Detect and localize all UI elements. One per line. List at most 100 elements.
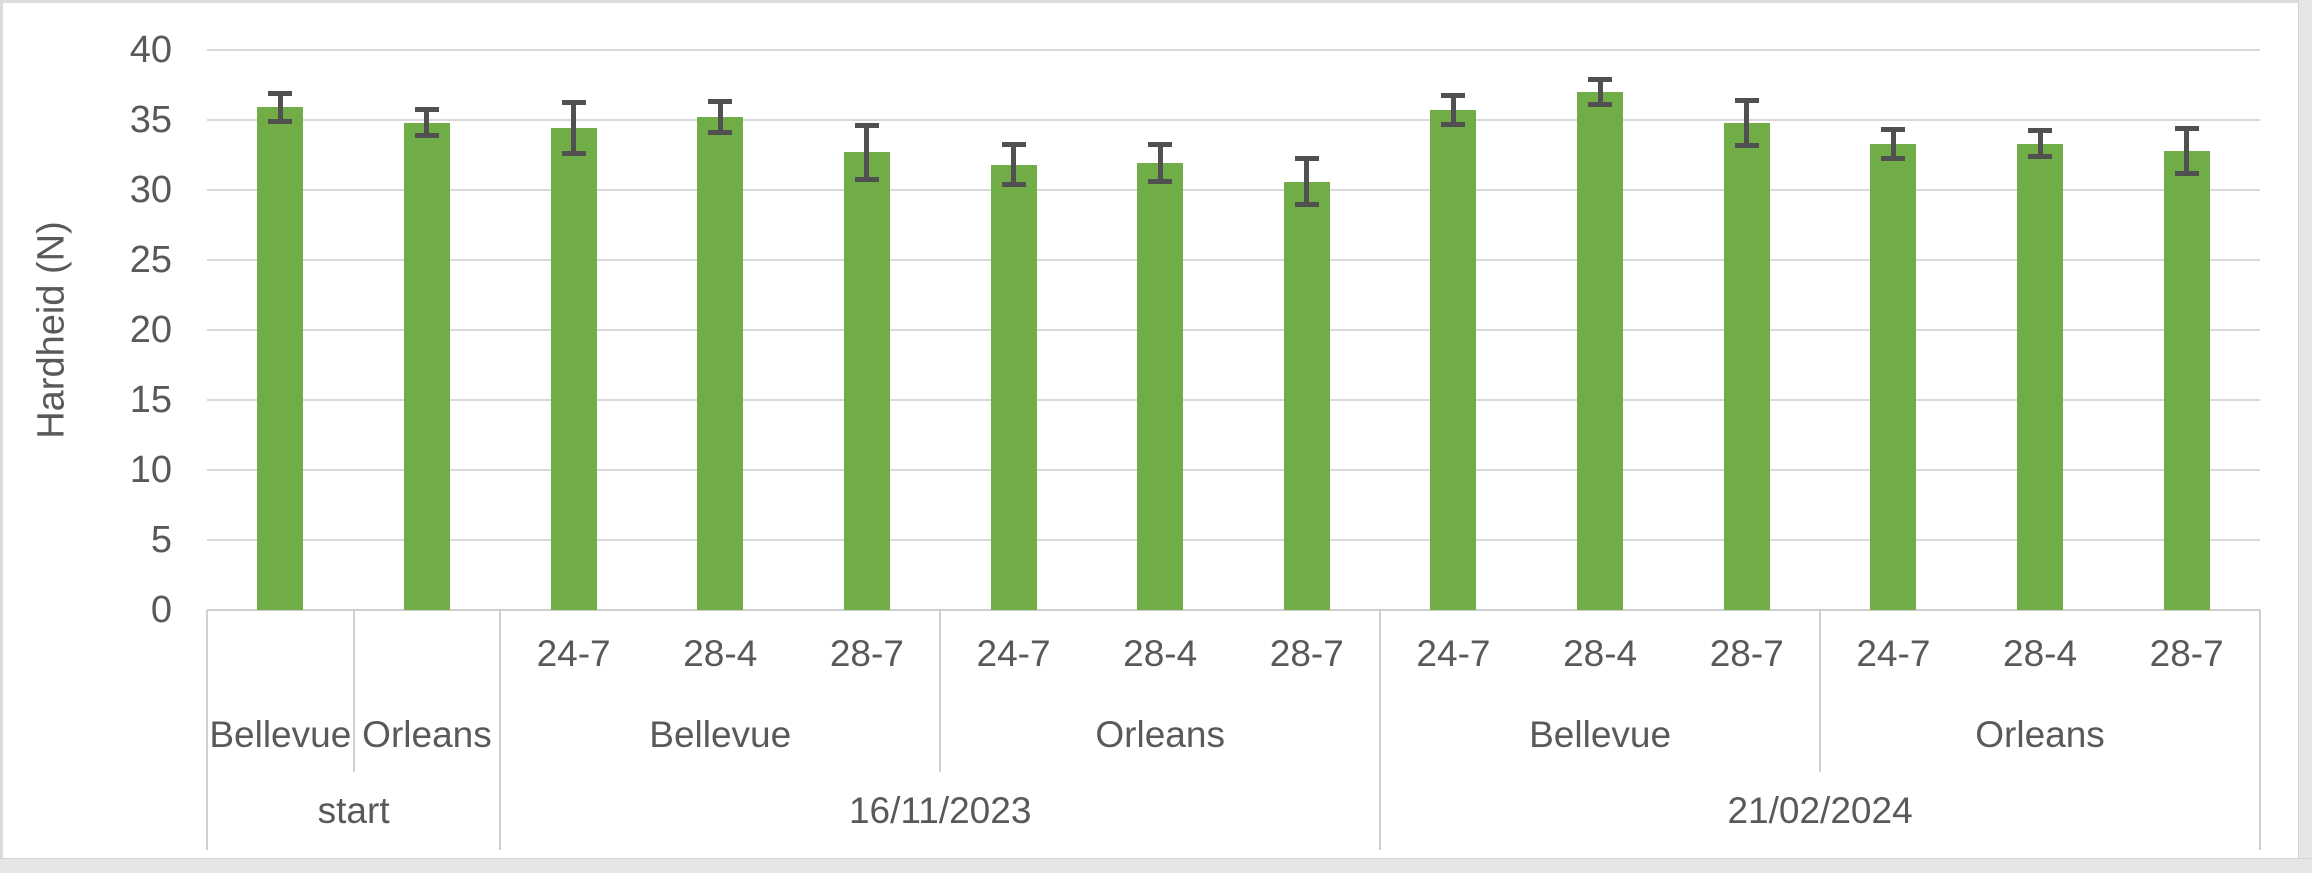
error-bar-cap-bottom [561, 151, 586, 157]
error-bar-cap-bottom [1001, 182, 1026, 188]
bar-7[interactable] [1137, 163, 1184, 610]
frame-border-right [2298, 0, 2312, 873]
x-label-date-3: 21/02/2024 [1727, 790, 1913, 831]
y-tick-label-20: 20 [129, 309, 172, 351]
error-bar-cap-top [1881, 127, 1906, 132]
error-bar-cap-bottom [268, 119, 293, 125]
separator-full-14 [2259, 610, 2261, 850]
bar-14[interactable] [2163, 150, 2210, 610]
x-label-variety-5: Bellevue [1529, 713, 1672, 755]
bar-4[interactable] [697, 117, 744, 610]
bar-8[interactable] [1283, 181, 1330, 610]
error-bar-cap-top [2028, 128, 2053, 134]
x-label-variety-6: Orleans [1975, 713, 2105, 755]
error-bar-stem [1744, 97, 1750, 148]
x-label-variety-1: Bellevue [209, 713, 352, 755]
error-bar-cap-top [708, 99, 733, 104]
chart-surface[interactable]: Hardheid (N) 0 5 10 15 20 25 30 35 40 24-7 28-4 28-… [0, 0, 2298, 858]
separator-full-8 [1379, 610, 1382, 850]
x-label-variety-2: Orleans [362, 713, 492, 755]
error-bar-5 [854, 122, 879, 182]
x-label-treatment-9: 24-7 [1416, 632, 1491, 674]
bar-2[interactable] [403, 122, 450, 610]
x-label-treatment-13: 28-4 [2003, 632, 2078, 674]
bar-13[interactable] [2017, 143, 2064, 610]
x-label-treatment-10: 28-4 [1563, 632, 1638, 674]
x-label-treatment-8: 28-7 [1269, 632, 1344, 674]
error-bar-8 [1294, 156, 1319, 207]
frame-border-top [0, 0, 2312, 3]
error-bar-stem [424, 107, 430, 139]
bar-12[interactable] [1870, 143, 1917, 610]
separator-mid-11 [1819, 610, 1822, 772]
gridline-15 [207, 399, 2260, 401]
y-tick-label-30: 30 [129, 169, 172, 211]
separator-mid-5 [939, 610, 942, 772]
error-bar-cap-top [1001, 142, 1026, 148]
separator-full-2 [499, 610, 502, 850]
bar-10[interactable] [1577, 92, 1624, 610]
error-bar-stem [1597, 76, 1603, 108]
x-axis-line [207, 609, 2260, 611]
error-bar-cap-top [1148, 142, 1173, 148]
error-bar-6 [1001, 142, 1026, 188]
gridline-30 [207, 189, 2260, 191]
bar-3[interactable] [550, 128, 597, 610]
error-bar-cap-bottom [414, 133, 439, 139]
error-bar-stem [1157, 142, 1163, 185]
error-bar-stem [1450, 93, 1456, 127]
x-label-date-1: start [317, 790, 390, 831]
error-bar-cap-bottom [1734, 142, 1759, 148]
gridline-40 [207, 49, 2260, 51]
error-bar-stem [717, 99, 723, 136]
separator-full-0 [206, 610, 208, 850]
error-bar-2 [414, 107, 439, 139]
y-tick-label-5: 5 [150, 519, 172, 561]
bar-9[interactable] [1430, 110, 1477, 610]
error-bar-13 [2028, 128, 2053, 160]
bar-11[interactable] [1723, 122, 1770, 610]
bar-6[interactable] [990, 164, 1037, 610]
error-bar-stem [1890, 127, 1896, 161]
x-label-treatment-5: 28-7 [829, 632, 904, 674]
x-label-treatment-3: 24-7 [536, 632, 611, 674]
error-bar-cap-top [561, 100, 586, 106]
x-label-variety-4: Orleans [1095, 713, 1225, 755]
error-bar-7 [1148, 142, 1173, 185]
frame-border-left [0, 0, 3, 858]
error-bar-9 [1441, 93, 1466, 127]
error-bar-stem [864, 122, 870, 182]
error-bar-1 [268, 90, 293, 125]
error-bar-stem [2184, 125, 2190, 176]
x-label-treatment-7: 28-4 [1123, 632, 1198, 674]
error-bar-stem [1011, 142, 1017, 188]
error-bar-cap-top [268, 90, 293, 96]
gridline-20 [207, 329, 2260, 331]
error-bar-11 [1734, 97, 1759, 148]
y-tick-label-0: 0 [150, 589, 172, 631]
x-label-date-2: 16/11/2023 [848, 790, 1032, 831]
x-label-treatment-12: 24-7 [1856, 632, 1931, 674]
error-bar-stem [1304, 156, 1310, 207]
error-bar-cap-top [1441, 93, 1466, 99]
error-bar-cap-top [414, 107, 439, 113]
y-tick-label-40: 40 [129, 29, 172, 71]
x-label-treatment-6: 24-7 [976, 632, 1051, 674]
y-tick-label-10: 10 [129, 449, 172, 491]
error-bar-cap-bottom [1148, 179, 1173, 185]
gridline-5 [207, 539, 2260, 541]
error-bar-14 [2174, 125, 2199, 176]
separator-mid-1 [352, 610, 355, 772]
error-bar-10 [1588, 76, 1613, 108]
gridline-25 [207, 259, 2260, 261]
error-bar-3 [561, 100, 586, 157]
x-label-treatment-4: 28-4 [683, 632, 758, 674]
error-bar-cap-top [2174, 125, 2199, 131]
error-bar-cap-bottom [708, 130, 733, 136]
error-bar-stem [277, 90, 283, 125]
bar-5[interactable] [843, 152, 890, 610]
x-label-treatment-11: 28-7 [1709, 632, 1784, 674]
x-label-treatment-14: 28-7 [2149, 632, 2224, 674]
bar-1[interactable] [257, 107, 304, 610]
error-bar-cap-top [854, 122, 879, 128]
